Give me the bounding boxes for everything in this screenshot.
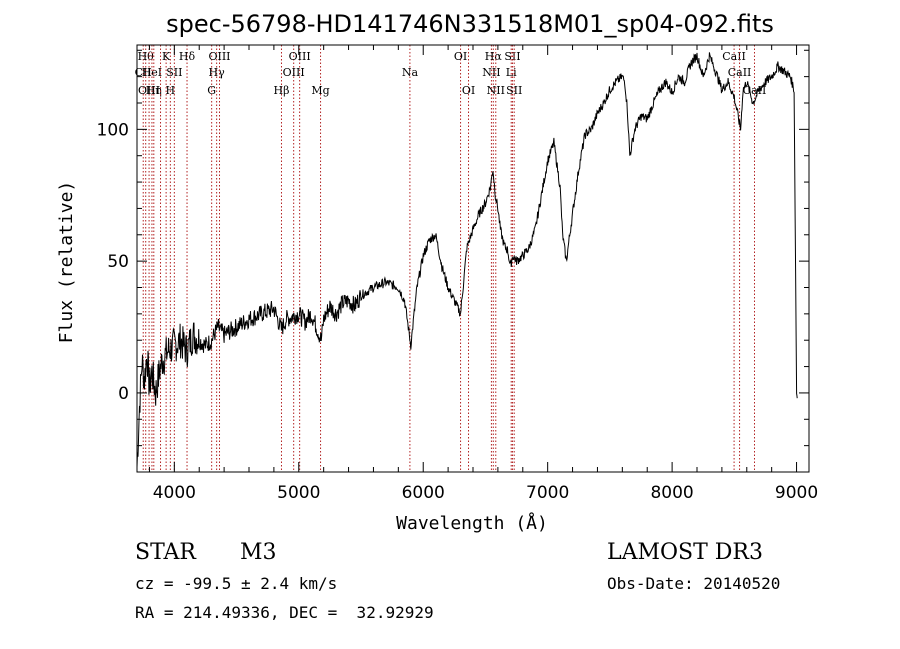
redshift-text: cz = -99.5 ± 2.4 km/s xyxy=(135,574,338,593)
line-marker-label-15: OIII xyxy=(289,50,311,63)
line-marker-label-1: Hθ xyxy=(138,50,155,63)
line-marker-label-13: Hβ xyxy=(274,84,290,97)
line-marker-label-24: SII xyxy=(504,50,520,63)
line-marker-label-16: Mg xyxy=(311,84,329,97)
coordinates-text: RA = 214.49336, DEC = 32.92929 xyxy=(135,603,434,622)
line-marker-label-0: CII xyxy=(135,66,152,79)
x-tick-label: 7000 xyxy=(526,483,569,503)
object-subclass: M3 xyxy=(240,540,277,565)
spectrum-series xyxy=(136,52,798,468)
line-marker-label-4: Hη xyxy=(146,84,162,97)
x-tick-label: 6000 xyxy=(402,483,445,503)
y-axis-label: Flux (relative) xyxy=(56,181,77,344)
x-tick-label: 5000 xyxy=(277,483,320,503)
plot-frame xyxy=(136,44,810,473)
x-tick-label: 9000 xyxy=(775,483,818,503)
line-marker-label-19: OI xyxy=(462,84,475,97)
chart-title: spec-56798-HD141746N331518M01_sp04-092.f… xyxy=(166,10,774,38)
x-tick-label: 4000 xyxy=(153,483,196,503)
line-marker-label-8: SII xyxy=(166,66,182,79)
line-marker-label-3: HeI xyxy=(142,66,162,79)
y-tick-label: 0 xyxy=(118,384,129,404)
spectrum-line xyxy=(136,52,798,468)
line-marker-label-14: OIII xyxy=(283,66,305,79)
line-marker-label-22: NII xyxy=(487,84,505,97)
line-marker-label-26: CaII xyxy=(722,50,746,63)
obs-date: Obs-Date: 20140520 xyxy=(607,574,781,593)
line-markers: CII Hθ OIII HeI Hη K H SII Hδ G Hγ OIII Hβ OIII OIII Mg… xyxy=(135,45,766,472)
object-class: STAR xyxy=(135,540,196,565)
line-marker-label-6: K xyxy=(162,50,171,63)
x-axis: 4000 5000 6000 7000 8000 9000 xyxy=(148,45,818,503)
line-marker-label-21: Hα xyxy=(485,50,503,63)
y-axis: 0 50 100 xyxy=(97,49,809,473)
line-marker-label-7: H xyxy=(166,84,176,97)
y-tick-label: 50 xyxy=(107,252,129,272)
line-marker-label-23: Li xyxy=(506,66,517,79)
line-marker-label-20: NII xyxy=(482,66,500,79)
line-marker-label-2: OIII xyxy=(138,84,160,97)
line-marker-label-27: CaII xyxy=(728,66,752,79)
line-marker-label-12: OIII xyxy=(208,50,230,63)
line-marker-label-10: G xyxy=(207,84,216,97)
line-marker-label-11: Hγ xyxy=(209,66,226,79)
survey-name: LAMOST DR3 xyxy=(607,540,763,565)
line-marker-label-9: Hδ xyxy=(179,50,196,63)
x-tick-label: 8000 xyxy=(650,483,693,503)
line-marker-label-18: OI xyxy=(454,50,467,63)
y-tick-label: 100 xyxy=(97,120,129,140)
line-marker-label-17: Na xyxy=(402,66,419,79)
x-axis-label: Wavelength (Å) xyxy=(396,512,548,534)
line-marker-label-25: SII xyxy=(506,84,522,97)
